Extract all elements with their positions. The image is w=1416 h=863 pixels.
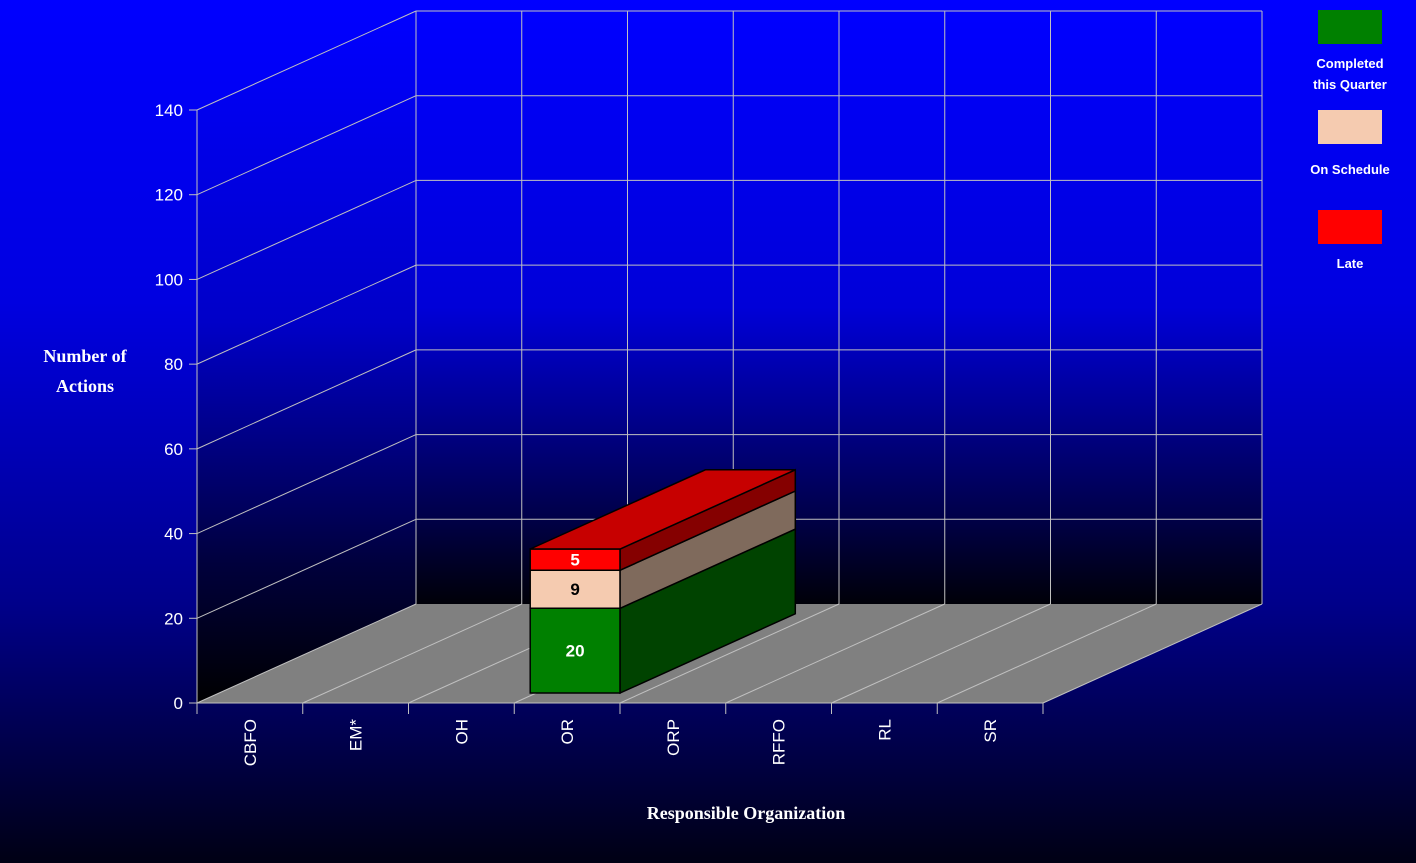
y-tick-label-20: 20 [164,609,183,628]
gridline-left-20 [196,518,417,619]
x-tick-label-cbfo: CBFO [241,719,260,766]
gridline-floor-5 [725,603,945,704]
legend-label-completed-line1: Completed [1316,56,1383,71]
y-axis-title-line2: Actions [56,376,114,396]
bar-top-or-late [529,469,796,550]
x-tick-label-sr: SR [981,719,1000,743]
y-tick-label-0: 0 [174,694,183,713]
y-tick-label-60: 60 [164,440,183,459]
gridline-floor-1 [302,603,522,704]
gridline-floor-8 [1042,603,1263,704]
y-tick-label-40: 40 [164,525,183,544]
y-tick-label-100: 100 [155,270,183,289]
gridline-left-40 [196,434,417,535]
gridline-left-80 [196,264,417,365]
data-label-or-on-schedule: 9 [570,580,579,599]
gridline-left-100 [196,179,417,280]
legend-swatch-on-schedule [1318,110,1382,144]
bar-or-late: 5 [529,468,797,572]
axes: 0 20 40 60 80 100 120 140 CBFO EM* OH OR ORP RFFO RL SR [155,101,1044,766]
y-axis-title: Number of Actions [43,346,127,396]
left-wall [197,11,416,703]
x-tick-label-rffo: RFFO [770,719,789,765]
data-label-or-late: 5 [570,551,579,570]
data-label-or-completed-this-quarter: 20 [566,642,585,661]
x-tick-label-orp: ORP [664,719,683,756]
x-tick-label-rl: RL [875,719,894,741]
gridline-left-140 [196,10,417,111]
y-tick-label-120: 120 [155,186,183,205]
gridline-left-60 [196,349,417,450]
x-tick-label-oh: OH [452,719,471,745]
legend-swatch-completed [1318,10,1382,44]
x-tick-label-or: OR [558,719,577,745]
x-tick-label-em: EM* [347,719,366,752]
x-axis-title: Responsible Organization [647,803,846,823]
gridline-floor-6 [831,603,1051,704]
gridline-left-120 [196,95,417,196]
gridline-floor-4 [619,603,840,704]
y-axis-title-line1: Number of [43,346,127,366]
y-tick-label-140: 140 [155,101,183,120]
gridline-floor-0 [196,603,417,704]
y-tick-label-80: 80 [164,355,183,374]
legend: Completed this Quarter On Schedule Late [1310,10,1390,271]
legend-swatch-late [1318,210,1382,244]
legend-label-late: Late [1337,256,1364,271]
gridline-floor-7 [937,603,1157,704]
legend-label-on-schedule: On Schedule [1310,162,1389,177]
gridlines [196,10,1263,704]
legend-label-completed-line2: this Quarter [1313,77,1387,92]
